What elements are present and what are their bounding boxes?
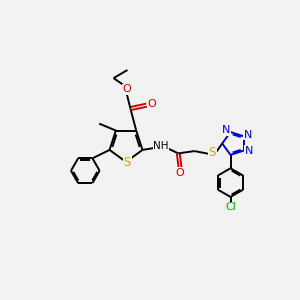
Text: S: S bbox=[124, 156, 131, 169]
Text: NH: NH bbox=[153, 141, 169, 151]
Text: O: O bbox=[122, 84, 131, 94]
Text: N: N bbox=[245, 146, 253, 156]
Text: S: S bbox=[208, 146, 216, 158]
Text: N: N bbox=[222, 125, 230, 135]
Text: N: N bbox=[244, 130, 252, 140]
Text: O: O bbox=[176, 168, 184, 178]
Text: O: O bbox=[147, 99, 156, 109]
Text: Cl: Cl bbox=[225, 202, 236, 212]
